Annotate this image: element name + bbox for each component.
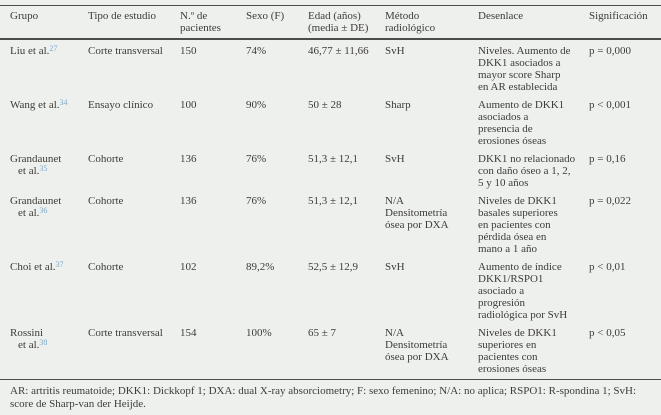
cell-study-type: Cohorte <box>88 261 124 273</box>
cell-age: 50 ± 28 <box>308 99 342 111</box>
column-header: Desenlace <box>478 5 589 40</box>
cell-method: SvH <box>385 261 405 273</box>
column-header: Edad (años) (media ± DE) <box>308 5 385 40</box>
study-name-line: Liu et al.27 <box>10 44 58 58</box>
header-row: Grupo Tipo de estudio N.º de pacientes Sexo… <box>0 5 661 40</box>
study-name-line: Wang et al.34 <box>10 98 68 112</box>
column-header: N.º de pacientes <box>180 5 246 40</box>
cell-patients: 102 <box>180 261 197 273</box>
cell-study-group: Rossini et al.38 <box>0 325 88 380</box>
cell-study-group: Wang et al.34 <box>0 97 88 151</box>
cell-outcome: Aumento de índice DKK1/RSPO1 asociado a … <box>478 261 568 321</box>
cell-outcome: DKK1 no relacionado con daño óseo a 1, 2… <box>478 153 576 189</box>
cell-method: SvH <box>385 153 405 165</box>
study-name-line: et al.38 <box>18 338 48 352</box>
studies-table: Grupo Tipo de estudio N.º de pacientes Sexo… <box>0 5 661 380</box>
cell-outcome: Niveles de DKK1 basales superiores en pa… <box>478 195 558 255</box>
cell-study-group: Choi et al.37 <box>0 259 88 325</box>
cell-significance: p = 0,16 <box>589 153 626 165</box>
cell-study-type: Ensayo clínico <box>88 99 154 111</box>
reference-link[interactable]: 36 <box>39 206 48 215</box>
cell-patients: 136 <box>180 195 197 207</box>
cell-outcome: Niveles. Aumento de DKK1 asociados a may… <box>478 45 571 93</box>
cell-age: 51,3 ± 12,1 <box>308 153 359 165</box>
cell-study-type: Corte transversal <box>88 325 180 380</box>
reference-link[interactable]: 27 <box>49 44 58 53</box>
cell-significance: p = 0,022 <box>589 195 631 207</box>
cell-study-group: Liu et al.27 <box>0 39 88 97</box>
study-name-line: Grandaunet <box>10 195 62 207</box>
column-header: Sexo (F) <box>246 5 308 40</box>
reference-link[interactable]: 35 <box>39 164 48 173</box>
cell-sex: 90% <box>246 99 267 111</box>
cell-age: 52,5 ± 12,9 <box>308 261 359 273</box>
column-header: Método radiológico <box>385 5 478 40</box>
reference-link[interactable]: 37 <box>55 260 64 269</box>
study-name-line: et al.36 <box>18 206 48 220</box>
study-group: Rossini et al.38 <box>10 327 80 351</box>
cell-study-group: Grandaunet et al.36 <box>0 193 88 259</box>
column-header: Tipo de estudio <box>88 5 180 40</box>
cell-patients: 150 <box>180 45 197 57</box>
study-group: Choi et al.37 <box>10 260 80 274</box>
table-body: Liu et al.27 Corte transversal 150 74% 4… <box>0 39 661 380</box>
table-row: Grandaunet et al.35 Cohorte 136 76% 51,3 … <box>0 151 661 193</box>
cell-outcome: Aumento de DKK1 asociados a presencia de… <box>478 99 565 147</box>
reference-link[interactable]: 34 <box>59 98 68 107</box>
column-header: Grupo <box>0 5 88 40</box>
cell-age: 46,77 ± 11,66 <box>308 45 369 57</box>
cell-patients: 154 <box>180 325 246 380</box>
cell-age: 65 ± 7 <box>308 325 385 380</box>
cell-patients: 136 <box>180 153 197 165</box>
table-row: Rossini et al.38 Corte transversal 154 10… <box>0 325 661 380</box>
reference-link[interactable]: 38 <box>39 338 48 347</box>
study-group: Grandaunet et al.36 <box>10 195 80 219</box>
cell-sex: 76% <box>246 195 267 207</box>
study-group: Liu et al.27 <box>10 44 80 58</box>
cell-significance: p < 0,001 <box>589 99 631 111</box>
cell-sex: 74% <box>246 45 267 57</box>
cell-method: N/A Densitometría ósea por DXA <box>385 325 478 380</box>
table-row: Liu et al.27 Corte transversal 150 74% 4… <box>0 39 661 97</box>
cell-study-type: Cohorte <box>88 195 124 207</box>
cell-sex: 100% <box>246 325 308 380</box>
cell-sex: 76% <box>246 153 267 165</box>
cell-patients: 100 <box>180 99 197 111</box>
cell-method: SvH <box>385 45 405 57</box>
table-footnote: AR: artritis reumatoide; DKK1: Dickkopf … <box>0 380 661 415</box>
study-group: Grandaunet et al.35 <box>10 153 80 177</box>
study-name-line: et al.35 <box>18 164 48 178</box>
cell-sex: 89,2% <box>246 261 275 273</box>
study-name-line: Rossini <box>10 327 44 339</box>
cell-study-type: Corte transversal <box>88 45 163 57</box>
study-group: Wang et al.34 <box>10 98 80 112</box>
cell-significance: p = 0,000 <box>589 45 631 57</box>
cell-study-group: Grandaunet et al.35 <box>0 151 88 193</box>
cell-age: 51,3 ± 12,1 <box>308 195 359 207</box>
cell-study-type: Cohorte <box>88 153 124 165</box>
study-name-line: Choi et al.37 <box>10 260 64 274</box>
table-row: Wang et al.34 Ensayo clínico 100 90% 50 … <box>0 97 661 151</box>
study-name-line: Grandaunet <box>10 153 62 165</box>
cell-method: Sharp <box>385 99 411 111</box>
cell-significance: p < 0,01 <box>589 261 626 273</box>
cell-outcome: Niveles de DKK1 superiores en pacientes … <box>478 325 589 380</box>
table-row: Choi et al.37 Cohorte 102 89,2% 52,5 ± 1… <box>0 259 661 325</box>
table-row: Grandaunet et al.36 Cohorte 136 76% 51,3 … <box>0 193 661 259</box>
column-header: Significación <box>589 5 661 40</box>
cell-significance: p < 0,05 <box>589 325 661 380</box>
cell-method: N/A Densitometría ósea por DXA <box>385 195 449 231</box>
